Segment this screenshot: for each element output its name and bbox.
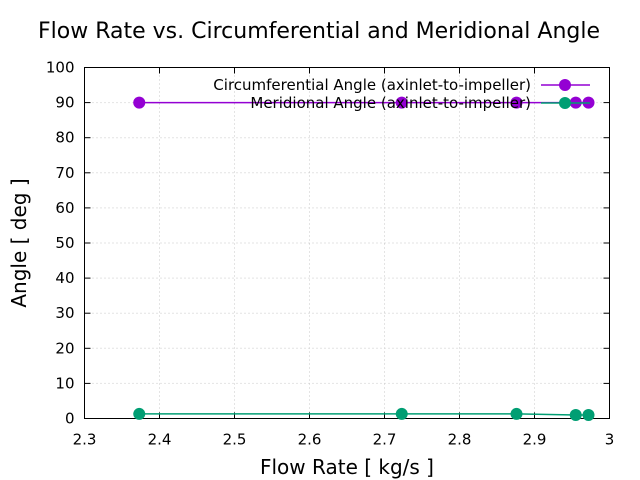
data-point [510,407,523,420]
data-point [395,407,408,420]
data-point [569,408,582,421]
y-axis-label: Angle [ deg ] [7,178,31,307]
legend-label: Circumferential Angle (axinlet-to-impell… [213,76,531,94]
y-tick-label: 60 [55,199,74,217]
y-tick-label: 90 [55,94,74,112]
series-layer [133,96,595,421]
y-tick-label: 40 [55,269,74,287]
series-meridional-angle [133,407,595,421]
x-tick-label: 2.9 [523,431,547,449]
data-point [133,96,146,109]
data-point [133,407,146,420]
y-tick-label: 20 [55,339,74,357]
y-tick-label: 70 [55,164,74,182]
x-tick-label: 2.7 [373,431,397,449]
y-tick-label: 80 [55,129,74,147]
plot-frame [84,67,610,419]
x-tick-label: 2.6 [298,431,322,449]
grid [84,67,610,419]
legend-marker [559,97,571,109]
legend: Circumferential Angle (axinlet-to-impell… [213,76,590,112]
legend-marker [559,79,571,91]
data-point [582,408,595,421]
x-tick-label: 2.5 [223,431,247,449]
legend-item: Meridional Angle (axinlet-to-impeller) [250,94,590,112]
legend-item: Circumferential Angle (axinlet-to-impell… [213,76,590,94]
data-point [510,96,523,109]
y-tick-label: 100 [46,59,75,77]
y-tick-label: 10 [55,374,74,392]
y-tick-label: 30 [55,304,74,322]
chart-title: Flow Rate vs. Circumferential and Meridi… [38,19,600,44]
x-axis: 2.3 2.4 2.5 2.6 2.7 2.8 2.9 3 [73,67,615,449]
x-tick-label: 3 [605,431,615,449]
y-tick-label: 50 [55,234,74,252]
x-tick-label: 2.4 [148,431,172,449]
data-point [395,96,408,109]
x-tick-label: 2.3 [73,431,97,449]
legend-label: Meridional Angle (axinlet-to-impeller) [250,94,531,112]
x-tick-label: 2.8 [448,431,472,449]
x-axis-label: Flow Rate [ kg/s ] [260,455,434,479]
y-axis: 0 10 20 30 40 50 60 70 80 90 100 [46,59,610,428]
y-tick-label: 0 [65,410,75,428]
